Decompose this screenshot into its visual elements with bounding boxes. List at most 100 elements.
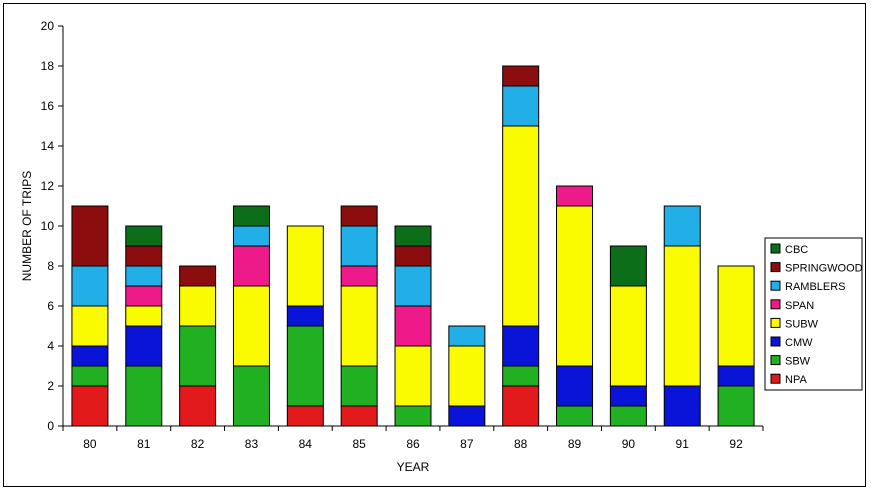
bar-segment-sbw-89	[556, 405, 594, 427]
x-tick-label: 90	[622, 437, 636, 451]
x-tick-label: 81	[137, 437, 151, 451]
y-tick-label: 18	[41, 59, 55, 73]
bar-segment-springwood-82	[179, 265, 217, 287]
x-tick-label: 80	[83, 437, 97, 451]
bar-segment-span-85	[340, 265, 378, 287]
bar-segment-cmw-89	[556, 365, 594, 407]
y-tick-label: 16	[41, 99, 55, 113]
y-tick-label: 6	[47, 299, 54, 313]
bar-segment-cmw-84	[286, 305, 324, 327]
bar-segment-cbc-81	[125, 225, 163, 247]
legend-swatch-springwood	[770, 262, 781, 273]
legend-label-springwood: SPRINGWOOD	[785, 263, 863, 275]
bar-segment-cmw-91	[663, 385, 701, 427]
x-tick-label: 92	[729, 437, 743, 451]
bar-segment-span-86	[394, 305, 432, 347]
bar-segment-springwood-80	[71, 205, 109, 267]
y-ticks: 0 2 4 6 8 10 12 14 16 18 20	[41, 19, 63, 433]
y-tick-label: 14	[41, 139, 55, 153]
bar-segment-subw-81	[125, 305, 163, 327]
bar-segment-ramblers-86	[394, 265, 432, 307]
bar-segment-sbw-88	[502, 365, 540, 387]
legend: CBC SPRINGWOOD RAMBLERS SPAN SUBW CMW SBW NPA	[764, 237, 863, 391]
bar-segment-subw-90	[609, 285, 647, 387]
legend-swatch-sbw	[770, 355, 781, 366]
bar-segment-cmw-88	[502, 325, 540, 367]
bar-segment-npa-80	[71, 385, 109, 427]
bar-segment-npa-84	[286, 405, 324, 427]
bar-segment-subw-91	[663, 245, 701, 387]
bar-segment-cmw-90	[609, 385, 647, 407]
bar-segment-subw-86	[394, 345, 432, 407]
bar-segment-ramblers-88	[502, 85, 540, 127]
legend-label-cmw: CMW	[785, 337, 813, 349]
bar-segment-springwood-88	[502, 65, 540, 87]
x-tick-label: 84	[299, 437, 313, 451]
bar-segment-span-89	[556, 185, 594, 207]
bar-segment-sbw-83	[232, 365, 270, 427]
y-tick-label: 2	[47, 379, 54, 393]
y-tick-label: 10	[41, 219, 55, 233]
x-tick-label: 89	[568, 437, 582, 451]
x-tick-label: 87	[460, 437, 474, 451]
y-tick-label: 4	[47, 339, 54, 353]
bar-segment-sbw-92	[717, 385, 755, 427]
y-axis-title: NUMBER OF TRIPS	[20, 171, 34, 281]
bar-segment-cbc-86	[394, 225, 432, 247]
legend-box	[764, 237, 863, 391]
legend-label-npa: NPA	[785, 374, 807, 386]
x-tick-label: 83	[245, 437, 259, 451]
bar-segment-subw-87	[448, 345, 486, 407]
bar-segment-npa-88	[502, 385, 540, 427]
bar-segment-npa-85	[340, 405, 378, 427]
bar-segment-subw-80	[71, 305, 109, 347]
bar-segment-subw-83	[232, 285, 270, 367]
bar-segment-ramblers-91	[663, 205, 701, 247]
legend-swatch-cbc	[770, 243, 781, 254]
bar-segment-ramblers-81	[125, 265, 163, 287]
bar-segment-sbw-85	[340, 365, 378, 407]
legend-label-sbw: SBW	[785, 356, 811, 368]
y-tick-label: 8	[47, 259, 54, 273]
bar-segment-cbc-83	[232, 205, 270, 227]
bar-segment-ramblers-85	[340, 225, 378, 267]
x-ticks: 80 81 82 83 84 85 86 87 88 89 90 91 92	[62, 426, 764, 451]
bar-segment-subw-85	[340, 285, 378, 367]
bar-segment-sbw-82	[179, 325, 217, 387]
bar-segment-subw-82	[179, 285, 217, 327]
bar-segment-subw-84	[286, 225, 324, 307]
legend-swatch-span	[770, 299, 781, 310]
bars-layer	[71, 65, 755, 427]
legend-swatch-subw	[770, 317, 781, 328]
bar-segment-subw-88	[502, 125, 540, 327]
bar-segment-cmw-81	[125, 325, 163, 367]
legend-swatch-ramblers	[770, 280, 781, 291]
y-tick-label: 20	[41, 19, 55, 33]
bar-segment-subw-89	[556, 205, 594, 367]
bar-segment-sbw-80	[71, 365, 109, 387]
x-axis-title: YEAR	[397, 460, 430, 474]
legend-swatch-npa	[770, 373, 781, 384]
bar-segment-subw-92	[717, 265, 755, 367]
legend-label-subw: SUBW	[785, 318, 819, 330]
y-tick-label: 0	[47, 419, 54, 433]
bar-segment-springwood-85	[340, 205, 378, 227]
x-tick-label: 85	[352, 437, 366, 451]
bar-segment-cmw-92	[717, 365, 755, 387]
x-tick-label: 91	[676, 437, 690, 451]
bar-segment-cmw-80	[71, 345, 109, 367]
x-tick-label: 88	[514, 437, 528, 451]
bar-segment-ramblers-80	[71, 265, 109, 307]
x-tick-label: 82	[191, 437, 205, 451]
legend-label-span: SPAN	[785, 300, 814, 312]
bar-segment-cbc-90	[609, 245, 647, 287]
legend-label-ramblers: RAMBLERS	[785, 281, 846, 293]
legend-swatch-cmw	[770, 336, 781, 347]
legend-label-cbc: CBC	[785, 244, 808, 256]
bar-segment-sbw-84	[286, 325, 324, 407]
bar-segment-npa-82	[179, 385, 217, 427]
bar-segment-ramblers-87	[448, 325, 486, 347]
bar-segment-springwood-81	[125, 245, 163, 267]
bar-segment-springwood-86	[394, 245, 432, 267]
